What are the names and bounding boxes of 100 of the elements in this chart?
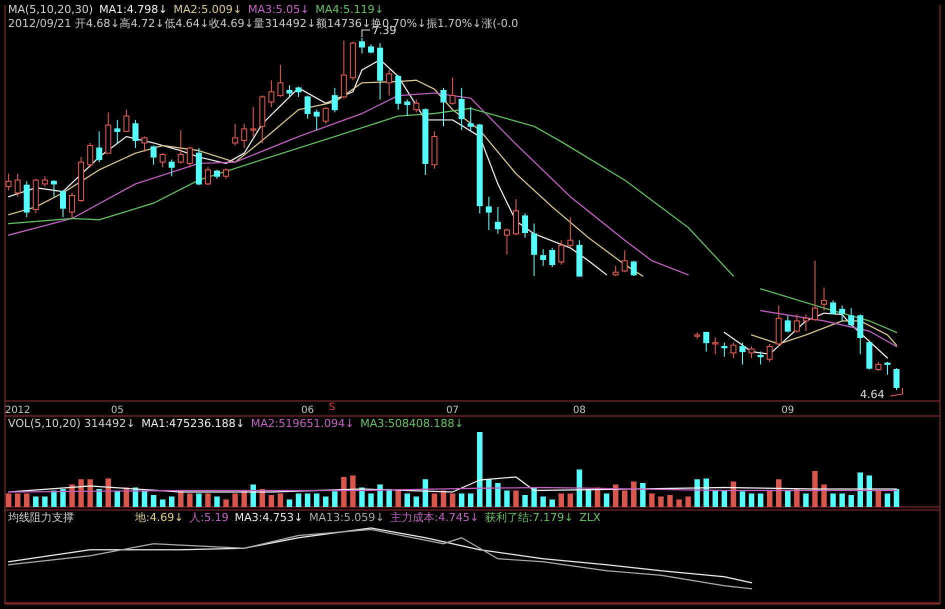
candlestick [150, 145, 157, 166]
series-label: MA13:5.059↓ [309, 511, 384, 524]
text: 地:4.69↓ [134, 511, 184, 524]
annotation: 4.64 [860, 388, 885, 401]
bar [486, 479, 492, 507]
legend-title: VOL(5,10,20) 314492↓ [8, 417, 136, 430]
bar [477, 432, 482, 507]
bar [114, 490, 120, 507]
bar [785, 490, 791, 507]
bar [758, 494, 764, 507]
x-tick-label: 2012 [4, 405, 30, 416]
bar [296, 494, 302, 507]
bar [205, 494, 211, 507]
text: MA3:5.05↓ [248, 3, 310, 16]
bar [350, 476, 356, 507]
bar [96, 489, 102, 507]
bar [314, 494, 320, 507]
bar [323, 496, 328, 507]
candlestick [296, 86, 302, 98]
candlestick [812, 260, 818, 322]
candlestick [848, 308, 854, 326]
bar [150, 495, 156, 507]
candlestick [314, 109, 320, 131]
bar [223, 500, 229, 507]
bar [468, 494, 474, 507]
bar [722, 490, 728, 507]
bar [866, 476, 872, 507]
candlestick [712, 337, 718, 355]
bar [268, 495, 274, 507]
bar [513, 490, 519, 507]
bar [658, 496, 664, 507]
candlestick [413, 98, 420, 113]
bar [51, 490, 57, 507]
candlestick [332, 87, 338, 113]
candlestick [504, 228, 510, 255]
candlestick [277, 64, 284, 98]
bar [69, 484, 75, 507]
candlestick [386, 70, 392, 96]
bar [386, 489, 392, 507]
candlestick [178, 130, 184, 164]
candlestick [60, 190, 66, 218]
candlestick [522, 212, 528, 238]
bar [24, 494, 30, 507]
text: MA2:5.009↓ [174, 3, 242, 16]
bar [740, 491, 746, 507]
text: MA1:475236.188↓ [141, 417, 245, 430]
bar [250, 484, 256, 507]
candlestick [748, 346, 755, 358]
bar [404, 494, 410, 507]
bar [568, 494, 574, 507]
bar [522, 495, 528, 507]
bar [848, 495, 854, 507]
bar [432, 494, 438, 507]
candlestick [721, 342, 728, 358]
candlestick [69, 192, 76, 219]
candlestick [168, 159, 175, 177]
candlestick [458, 87, 465, 131]
x-tick-label: 06 [301, 405, 314, 416]
candlestick [758, 351, 764, 365]
candlestick [96, 130, 102, 163]
text: MA1:4.798↓ [99, 3, 168, 16]
candlestick [50, 180, 57, 198]
bar [694, 479, 700, 507]
bar [341, 477, 347, 507]
text: MA4:5.119↓ [315, 3, 384, 16]
bar [766, 490, 772, 507]
bar [106, 478, 112, 507]
candlestick [304, 95, 311, 120]
bar [214, 496, 220, 507]
bar [712, 490, 718, 507]
text: 人:5.19 [189, 511, 229, 524]
candlestick [821, 287, 828, 312]
bar [776, 479, 782, 507]
bar [830, 494, 836, 507]
text: MA3:508408.188↓ [360, 417, 464, 430]
candlestick [186, 146, 193, 168]
bar [794, 489, 800, 507]
bar [422, 479, 428, 507]
candlestick [884, 361, 890, 376]
bar [6, 494, 12, 507]
candlestick [494, 206, 501, 234]
bar [685, 496, 691, 507]
bar [748, 494, 754, 507]
candlestick [132, 119, 138, 149]
bar [278, 494, 284, 507]
bar [377, 484, 383, 507]
bar [87, 479, 93, 507]
candlestick [486, 196, 492, 230]
candlestick [512, 198, 519, 236]
bar [232, 494, 238, 507]
candlestick [358, 38, 365, 54]
bar [160, 500, 166, 507]
bar [168, 496, 174, 507]
series-label: MA3:4.753↓ [234, 511, 304, 524]
bar [495, 483, 501, 507]
candlestick [622, 250, 628, 273]
bar [612, 484, 618, 507]
bar [531, 488, 537, 507]
candlestick [14, 173, 21, 198]
candlestick [540, 248, 546, 266]
